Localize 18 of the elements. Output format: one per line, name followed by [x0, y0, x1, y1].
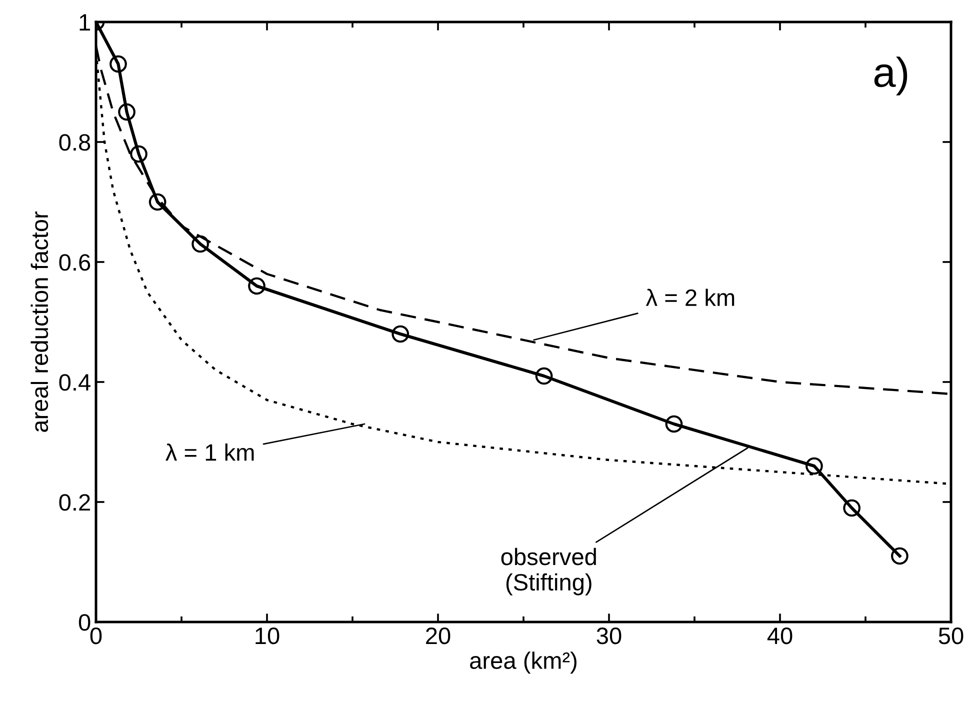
y-tick-label: 0.2	[59, 494, 90, 511]
x-tick-label: 40	[767, 627, 792, 644]
x-tick-label: 50	[938, 627, 964, 644]
x-tick-label: 10	[256, 627, 280, 644]
annotation: λ = 1 km	[166, 444, 254, 461]
x-axis-title: area (km²)	[470, 652, 576, 674]
y-tick-label: 0	[78, 614, 90, 631]
annotation: observed (Stifting)	[501, 548, 596, 596]
x-tick-label: 20	[426, 627, 450, 644]
annotation: a)	[874, 56, 908, 96]
annotation: λ = 2 km	[646, 288, 734, 306]
y-tick-label: 0.6	[59, 254, 90, 271]
y-tick-label: 0.8	[59, 134, 90, 151]
y-tick-label: 1	[80, 14, 90, 31]
x-tick-label: 0	[90, 627, 102, 644]
x-tick-label: 30	[596, 627, 622, 644]
y-axis-title: areal reduction factor	[30, 211, 48, 432]
y-tick-label: 0.4	[59, 374, 90, 391]
